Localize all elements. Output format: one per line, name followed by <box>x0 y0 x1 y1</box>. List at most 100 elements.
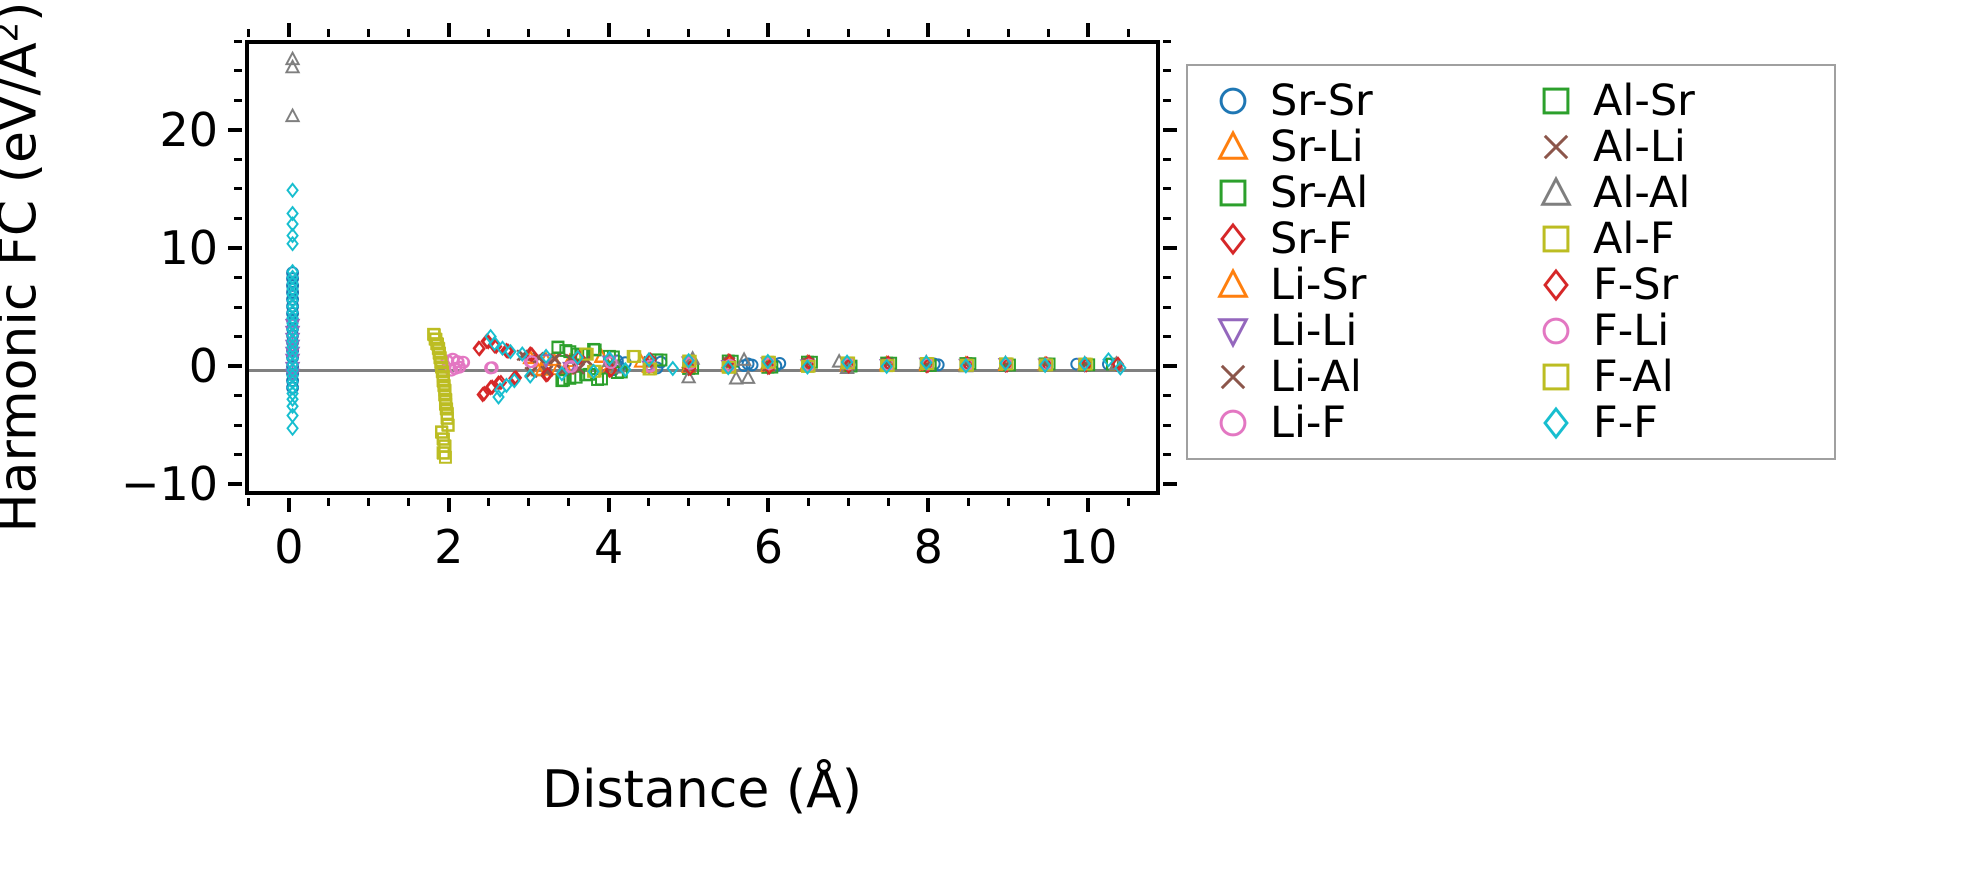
diamond-icon <box>1533 262 1579 308</box>
tick-mark <box>1086 498 1091 512</box>
legend-entry-sr-li[interactable]: Sr-Li <box>1210 124 1511 170</box>
tick-mark <box>1163 69 1171 73</box>
x-icon <box>1210 354 1256 400</box>
tick-mark <box>806 29 810 37</box>
legend-label: Al-Al <box>1593 167 1691 218</box>
x-tick-label: 10 <box>1058 520 1118 574</box>
series-al-f <box>427 327 1092 464</box>
legend-column-1: Sr-Sr Sr-Li Sr-Al Sr-F Li-Sr Li-Li Li-Al Li-F <box>1188 78 1511 446</box>
series-f-f <box>286 182 1127 437</box>
legend-entry-sr-al[interactable]: Sr-Al <box>1210 170 1511 216</box>
legend-entry-f-li[interactable]: F-Li <box>1533 308 1834 354</box>
tick-mark <box>1163 246 1177 250</box>
x-tick-label: 6 <box>753 520 784 574</box>
tick-mark <box>766 498 771 512</box>
tick-mark <box>1046 29 1050 37</box>
x-tick-label: 4 <box>593 520 624 574</box>
y-axis-label: Harmonic FC (eV/Å2) <box>0 2 49 533</box>
legend-entry-al-sr[interactable]: Al-Sr <box>1533 78 1834 124</box>
tick-mark <box>647 29 651 37</box>
legend-entry-f-sr[interactable]: F-Sr <box>1533 262 1834 308</box>
y-axis-label-base: Harmonic FC (eV/Å <box>0 42 49 533</box>
y-tick-label: 10 <box>159 221 218 275</box>
legend-entry-al-f[interactable]: Al-F <box>1533 216 1834 262</box>
circle-icon <box>1210 400 1256 446</box>
legend-entry-f-al[interactable]: F-Al <box>1533 354 1834 400</box>
legend-label: Al-Sr <box>1593 75 1695 126</box>
legend-entry-li-li[interactable]: Li-Li <box>1210 308 1511 354</box>
legend-label: F-Li <box>1593 305 1670 356</box>
legend-entry-li-sr[interactable]: Li-Sr <box>1210 262 1511 308</box>
y-axis-label-close: ) <box>0 2 49 22</box>
tick-mark <box>1086 23 1091 37</box>
legend-entry-f-f[interactable]: F-F <box>1533 400 1834 446</box>
tick-mark <box>234 187 242 191</box>
tick-mark <box>606 23 611 37</box>
legend-entry-li-al[interactable]: Li-Al <box>1210 354 1511 400</box>
tick-mark <box>367 29 371 37</box>
tick-mark <box>487 498 491 506</box>
tick-mark <box>286 23 291 37</box>
tick-mark <box>846 498 850 506</box>
legend-label: Li-Sr <box>1270 259 1367 310</box>
legend-entry-sr-sr[interactable]: Sr-Sr <box>1210 78 1511 124</box>
legend-label: Li-F <box>1270 397 1347 448</box>
tick-mark <box>1163 39 1171 43</box>
tick-mark <box>234 39 242 43</box>
square-icon <box>1533 78 1579 124</box>
tick-mark <box>327 498 331 506</box>
x-tick-label: 2 <box>434 520 464 574</box>
legend-label: F-Sr <box>1593 259 1679 310</box>
tick-mark <box>1163 157 1171 161</box>
y-axis-label-exponent: 2 <box>0 22 25 43</box>
tick-mark <box>926 498 931 512</box>
legend-label: Sr-Sr <box>1270 75 1373 126</box>
legend-label: Sr-Li <box>1270 121 1364 172</box>
tick-mark <box>234 453 242 457</box>
tick-mark <box>247 498 251 506</box>
tick-mark <box>1006 498 1010 506</box>
tick-mark <box>234 335 242 339</box>
tick-mark <box>567 29 571 37</box>
tick-mark <box>234 216 242 220</box>
tick-mark <box>487 29 491 37</box>
tick-mark <box>286 498 291 512</box>
tick-mark <box>966 498 970 506</box>
x-tick-label: 0 <box>274 520 304 574</box>
x-icon <box>1533 124 1579 170</box>
legend-label: Al-Li <box>1593 121 1686 172</box>
tick-mark <box>687 498 690 506</box>
legend-entry-sr-f[interactable]: Sr-F <box>1210 216 1511 262</box>
legend-entry-li-f[interactable]: Li-F <box>1210 400 1511 446</box>
legend-label: Li-Li <box>1270 305 1358 356</box>
square-icon <box>1533 354 1579 400</box>
triangle-up-icon <box>1533 170 1579 216</box>
tick-mark <box>247 29 251 37</box>
square-icon <box>1210 170 1256 216</box>
tick-mark <box>1046 498 1050 506</box>
triangle-up-icon <box>1210 262 1256 308</box>
legend-entry-al-li[interactable]: Al-Li <box>1533 124 1834 170</box>
tick-mark <box>726 498 730 506</box>
triangle-up-icon <box>1210 124 1256 170</box>
triangle-down-icon <box>1210 308 1256 354</box>
tick-mark <box>234 69 242 73</box>
tick-mark <box>1163 98 1171 102</box>
tick-mark <box>228 127 242 132</box>
tick-mark <box>527 29 531 37</box>
tick-mark <box>234 98 242 102</box>
tick-mark <box>234 305 242 309</box>
legend-entry-al-al[interactable]: Al-Al <box>1533 170 1834 216</box>
tick-mark <box>1163 453 1171 457</box>
tick-mark <box>886 29 890 37</box>
tick-mark <box>606 498 611 512</box>
zero-reference-line <box>249 369 1156 373</box>
tick-mark <box>234 276 242 280</box>
tick-mark <box>886 498 890 506</box>
tick-mark <box>1163 423 1171 427</box>
tick-mark <box>1163 335 1171 339</box>
tick-mark <box>234 423 242 427</box>
data-points-layer <box>284 50 1127 464</box>
tick-mark <box>228 482 242 487</box>
tick-mark <box>766 23 771 37</box>
